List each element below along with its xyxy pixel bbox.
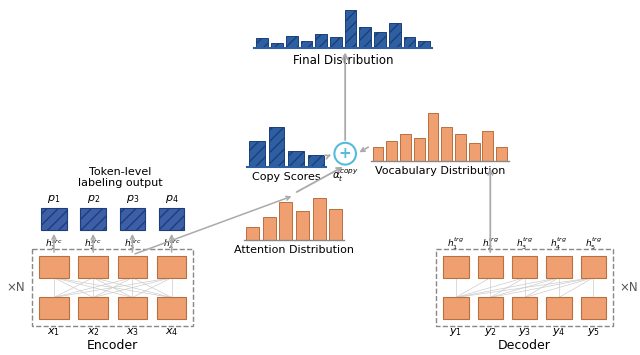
Text: Encoder: Encoder <box>87 339 138 352</box>
Bar <box>39 297 68 319</box>
Bar <box>468 143 479 160</box>
Bar <box>33 249 193 326</box>
Bar <box>455 135 466 160</box>
Text: Final Distribution: Final Distribution <box>293 54 394 66</box>
Bar <box>79 297 108 319</box>
Text: ×N: ×N <box>620 281 638 294</box>
Bar <box>372 147 383 160</box>
Bar <box>286 36 298 48</box>
Bar <box>400 135 411 160</box>
Bar <box>330 37 342 48</box>
Text: +: + <box>339 146 351 161</box>
Bar <box>118 256 147 278</box>
Text: $p_1$: $p_1$ <box>47 193 61 205</box>
Text: Token-level
labeling output: Token-level labeling output <box>78 167 163 189</box>
Bar <box>120 208 145 230</box>
Text: $h_1^{trg}$: $h_1^{trg}$ <box>447 235 465 252</box>
Bar <box>257 38 268 48</box>
Text: $h_3^{src}$: $h_3^{src}$ <box>124 237 141 252</box>
Bar <box>546 297 572 319</box>
Bar <box>374 32 386 48</box>
Bar <box>418 41 430 48</box>
Text: $y_2$: $y_2$ <box>484 326 497 338</box>
Bar <box>41 208 67 230</box>
Bar <box>428 113 438 160</box>
Bar <box>280 202 292 240</box>
Text: $\alpha_t^{copy}$: $\alpha_t^{copy}$ <box>332 168 358 184</box>
Bar <box>159 208 184 230</box>
Text: $h_2^{src}$: $h_2^{src}$ <box>84 237 102 252</box>
Bar <box>444 256 468 278</box>
Bar <box>403 37 415 48</box>
Text: $y_3$: $y_3$ <box>518 326 531 338</box>
Bar <box>414 138 424 160</box>
Text: Copy Scores: Copy Scores <box>252 171 321 181</box>
Circle shape <box>334 143 356 165</box>
Text: $p_4$: $p_4$ <box>164 193 179 205</box>
Bar <box>580 297 606 319</box>
Bar <box>246 228 259 240</box>
Bar <box>308 155 324 166</box>
Bar <box>313 198 326 240</box>
Bar <box>79 256 108 278</box>
Bar <box>288 151 304 166</box>
Text: $h_4^{src}$: $h_4^{src}$ <box>163 237 180 252</box>
Text: $x_2$: $x_2$ <box>86 326 100 338</box>
Bar <box>441 127 452 160</box>
Bar <box>345 10 356 48</box>
Text: $y_4$: $y_4$ <box>552 326 566 338</box>
Text: $h_5^{trg}$: $h_5^{trg}$ <box>584 235 602 252</box>
Text: $x_4$: $x_4$ <box>165 326 179 338</box>
Bar <box>39 256 68 278</box>
Bar <box>512 256 538 278</box>
Bar <box>546 256 572 278</box>
Text: $y_1$: $y_1$ <box>449 326 463 338</box>
Bar <box>436 249 613 326</box>
Bar <box>157 256 186 278</box>
Bar <box>157 297 186 319</box>
Bar <box>81 208 106 230</box>
Text: $h_3^{trg}$: $h_3^{trg}$ <box>516 235 533 252</box>
Bar <box>249 141 265 166</box>
Bar <box>477 297 503 319</box>
Bar <box>301 41 312 48</box>
Bar <box>271 43 283 48</box>
Bar <box>360 27 371 48</box>
Bar <box>263 217 276 240</box>
Bar <box>580 256 606 278</box>
Bar <box>316 34 327 48</box>
Text: $p_3$: $p_3$ <box>125 193 139 205</box>
Text: $h_1^{src}$: $h_1^{src}$ <box>45 237 63 252</box>
Bar <box>387 141 397 160</box>
Text: $h_4^{trg}$: $h_4^{trg}$ <box>550 235 568 252</box>
Bar <box>330 209 342 240</box>
Bar <box>483 131 493 160</box>
Text: $x_1$: $x_1$ <box>47 326 61 338</box>
Text: ×N: ×N <box>7 281 26 294</box>
Bar <box>389 23 401 48</box>
Bar <box>512 297 538 319</box>
Text: $y_5$: $y_5$ <box>587 326 600 338</box>
Bar <box>496 147 507 160</box>
Text: $p_2$: $p_2$ <box>86 193 100 205</box>
Bar <box>477 256 503 278</box>
Bar <box>296 211 309 240</box>
Text: Attention Distribution: Attention Distribution <box>234 245 354 255</box>
Text: $x_3$: $x_3$ <box>126 326 139 338</box>
Bar <box>444 297 468 319</box>
Text: Vocabulary Distribution: Vocabulary Distribution <box>374 165 505 176</box>
Bar <box>118 297 147 319</box>
Text: $h_2^{trg}$: $h_2^{trg}$ <box>482 235 499 252</box>
Bar <box>269 127 284 166</box>
Text: Decoder: Decoder <box>498 339 551 352</box>
